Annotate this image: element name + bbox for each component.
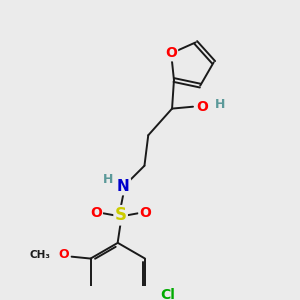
Text: N: N <box>117 179 130 194</box>
Text: O: O <box>165 46 177 60</box>
Text: CH₃: CH₃ <box>30 250 51 260</box>
Text: O: O <box>58 248 69 261</box>
Text: O: O <box>90 206 102 220</box>
Text: H: H <box>214 98 225 111</box>
Text: O: O <box>196 100 208 114</box>
Text: H: H <box>103 172 113 186</box>
Text: O: O <box>140 206 151 220</box>
Text: S: S <box>115 206 127 224</box>
Text: Cl: Cl <box>160 288 175 300</box>
